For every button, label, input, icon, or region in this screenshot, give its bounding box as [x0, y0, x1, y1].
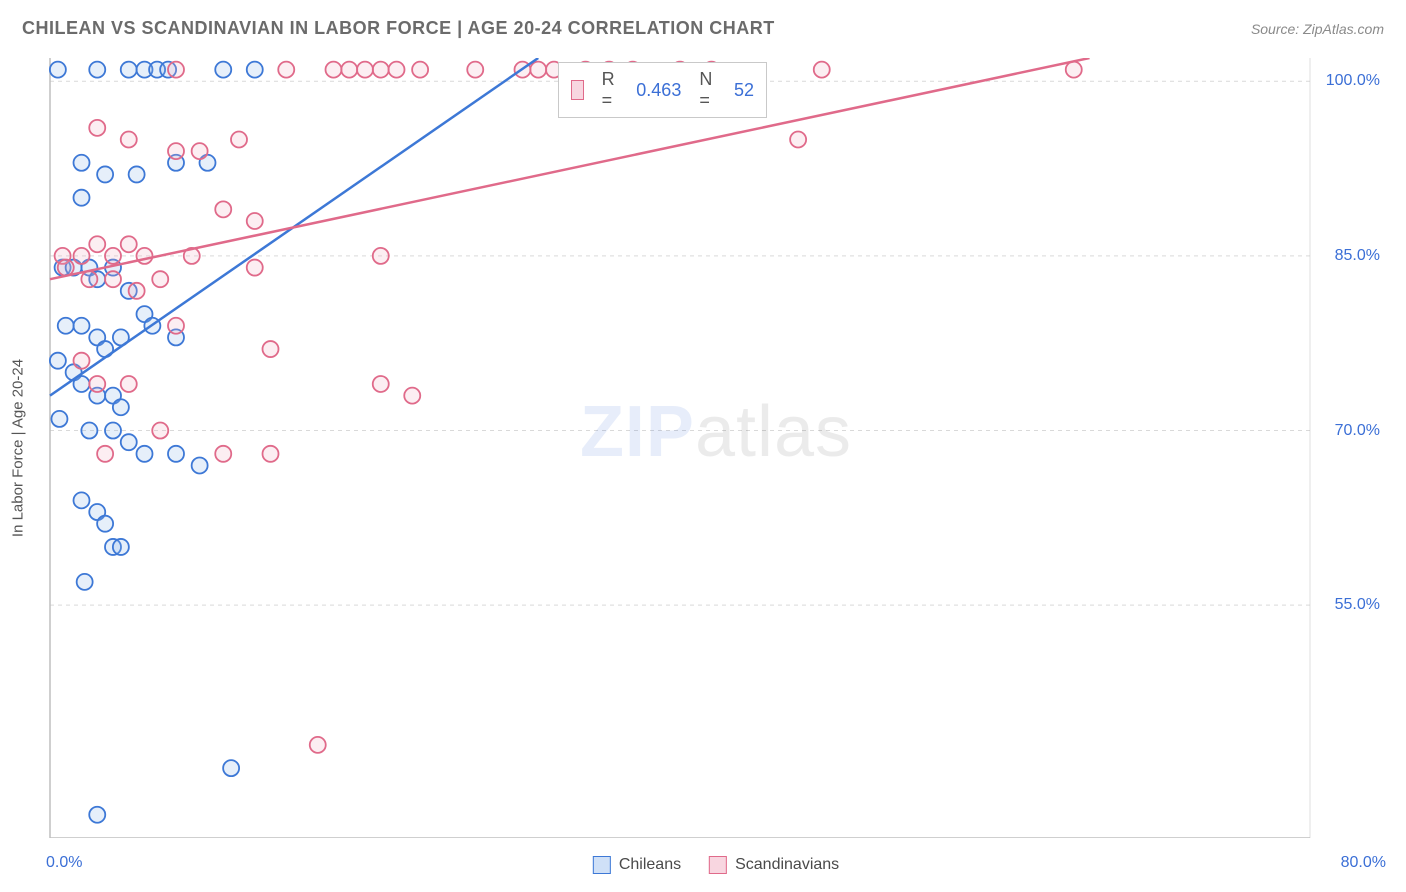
y-axis-label: In Labor Force | Age 20-24 [10, 359, 27, 537]
legend-swatch [709, 856, 727, 874]
legend-item: Scandinavians [709, 856, 839, 874]
r-value: 0.463 [636, 80, 681, 101]
chart-area: In Labor Force | Age 20-24 ZIPatlas 100.… [46, 58, 1386, 838]
legend-label: Chileans [619, 856, 681, 874]
r-label: R = [602, 69, 619, 111]
legend-item: Chileans [593, 856, 681, 874]
chart-source: Source: ZipAtlas.com [1251, 21, 1384, 37]
y-tick-85: 85.0% [1335, 247, 1386, 265]
y-tick-70: 70.0% [1335, 422, 1386, 440]
stats-swatch [571, 80, 584, 100]
scatter-plot [46, 58, 1386, 838]
chart-header: CHILEAN VS SCANDINAVIAN IN LABOR FORCE |… [0, 0, 1406, 49]
n-value: 52 [734, 80, 754, 101]
legend-swatch [593, 856, 611, 874]
y-tick-55: 55.0% [1335, 596, 1386, 614]
x-tick-max: 80.0% [1341, 854, 1386, 872]
legend: Chileans Scandinavians [593, 856, 839, 874]
y-tick-100: 100.0% [1326, 72, 1386, 90]
stats-row: R = 0.463 N = 52 [558, 62, 767, 118]
legend-label: Scandinavians [735, 856, 839, 874]
n-label: N = [699, 69, 716, 111]
chart-title: CHILEAN VS SCANDINAVIAN IN LABOR FORCE |… [22, 18, 775, 39]
x-tick-min: 0.0% [46, 854, 82, 872]
